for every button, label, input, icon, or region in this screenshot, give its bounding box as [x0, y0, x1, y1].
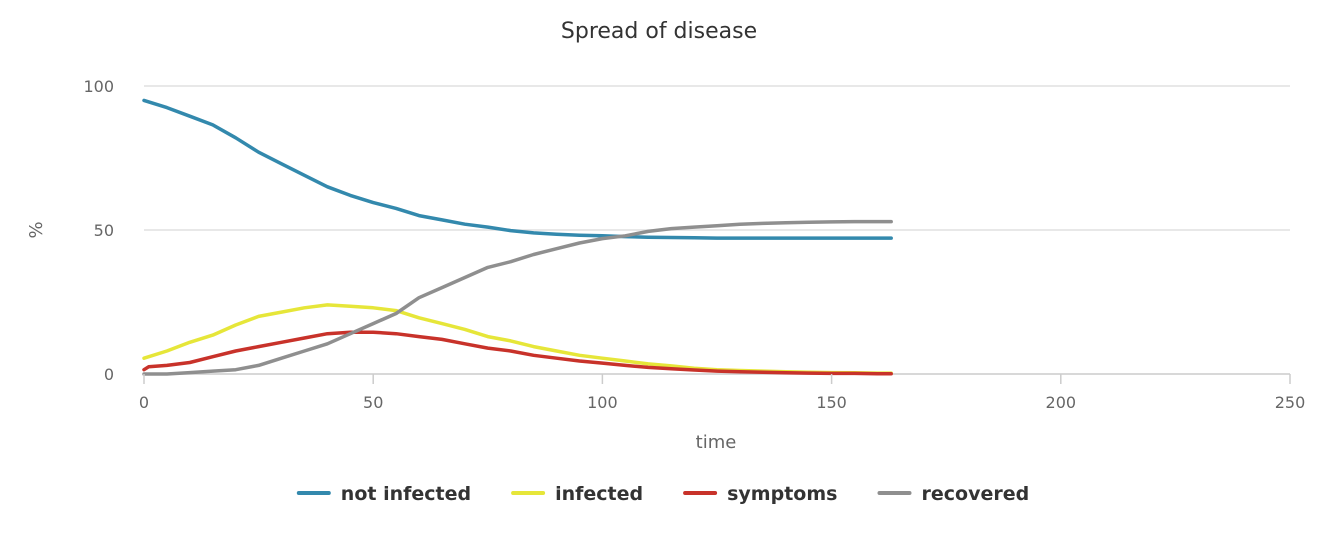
- x-axis-label: time: [696, 432, 737, 453]
- legend: not infected infected symptoms recovered: [296, 483, 1030, 505]
- legend-item-not-infected[interactable]: not infected: [296, 483, 471, 505]
- x-tick-label: 50: [363, 393, 383, 412]
- grid-layer: [144, 85, 1290, 375]
- y-tick-label: 100: [83, 77, 114, 96]
- y-axis-ticks: 0 50 100: [83, 77, 114, 384]
- series-line-infected: [142, 303, 893, 375]
- x-tick-label: 150: [816, 393, 847, 412]
- y-tick-label: 50: [94, 221, 114, 240]
- legend-item-infected[interactable]: infected: [511, 483, 643, 505]
- legend-item-symptoms[interactable]: symptoms: [683, 483, 837, 505]
- series-layer: [142, 98, 893, 376]
- chart-title: Spread of disease: [561, 19, 757, 44]
- legend-label: not infected: [341, 483, 471, 505]
- x-axis-ticks: 0 50 100 150 200 250: [139, 374, 1305, 412]
- x-tick-label: 100: [587, 393, 618, 412]
- x-tick-label: 250: [1275, 393, 1306, 412]
- y-tick-label: 0: [104, 365, 114, 384]
- y-axis-label: %: [26, 221, 47, 238]
- legend-label: symptoms: [727, 483, 837, 505]
- series-line-not-infected: [142, 98, 893, 240]
- x-tick-label: 0: [139, 393, 149, 412]
- legend-item-recovered[interactable]: recovered: [877, 483, 1030, 505]
- legend-label: infected: [555, 483, 643, 505]
- series-line-symptoms: [142, 330, 893, 376]
- series-line-recovered: [142, 219, 893, 376]
- legend-label: recovered: [922, 483, 1030, 505]
- x-tick-label: 200: [1046, 393, 1077, 412]
